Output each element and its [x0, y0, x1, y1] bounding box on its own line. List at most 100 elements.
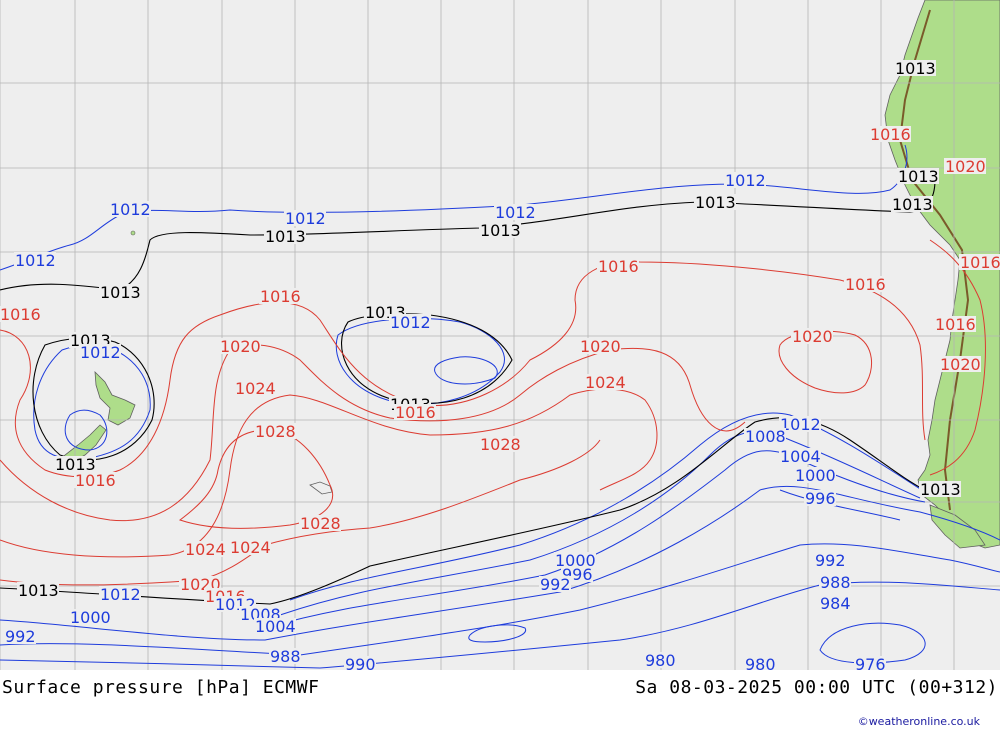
isobar-label-background [479, 222, 521, 238]
sea-background [0, 0, 1000, 670]
isobar-label-background [694, 194, 736, 210]
isobar-label-red: 1016 [598, 257, 639, 276]
map-title: Surface pressure [hPa] ECMWF [2, 677, 320, 698]
isobar-label-background [579, 338, 621, 354]
isobar-label-blue: 1000 [555, 551, 596, 570]
isobar-label-red: 1028 [300, 514, 341, 533]
isobar-label-blue: 988 [270, 647, 301, 666]
isobar-label-blue: 984 [820, 594, 851, 613]
isobar-label-red: 1020 [940, 355, 981, 374]
isobar-label-background [234, 380, 276, 396]
isobar-label-black: 1013 [892, 195, 933, 214]
isobar-label-background [479, 436, 521, 452]
isobar-label-red: 1016 [960, 253, 1000, 272]
isobar-label-red: 1024 [235, 379, 276, 398]
isobar-label-background [54, 456, 96, 472]
island [309, 481, 333, 495]
isobar-label-red: 1016 [260, 287, 301, 306]
isobar-label-blue: 1012 [285, 209, 326, 228]
isobar-label-background [389, 314, 431, 330]
isobar-label-background [17, 582, 59, 598]
isobar-label-background [79, 344, 121, 360]
isobar-label-background [779, 416, 821, 432]
isobar-label-background [264, 228, 306, 244]
isobar-label-background [539, 576, 571, 592]
isobar-label-background [99, 284, 141, 300]
isobar-label-red: 1020 [580, 337, 621, 356]
isobar-label-black: 1013 [480, 221, 521, 240]
isobar-label-red: 1020 [792, 327, 833, 346]
isobar-label-background [819, 595, 851, 611]
isobar-label-background [744, 656, 776, 670]
isobar-label-background [894, 60, 936, 76]
land-tierra-del-fuego [929, 504, 986, 549]
isobars-red [0, 239, 986, 586]
isobar-label-blue: 980 [745, 655, 776, 670]
weather-map: 1013 1013 1013 1013 1013 1013 1013 1013 1013 1013… [0, 0, 1000, 670]
isobar-label-background [791, 328, 833, 344]
isobar-label-background [939, 356, 981, 372]
isobar-label-blue: 988 [820, 573, 851, 592]
isobar-label-blue: 980 [645, 651, 676, 670]
isobar-label-background [724, 172, 766, 188]
isobar-label-blue: 996 [805, 489, 836, 508]
isobar-label-background [394, 404, 436, 420]
isobar-label-background [219, 338, 261, 354]
isobar-label-red: 1016 [935, 315, 976, 334]
isobar-label-background [934, 316, 976, 332]
isobar-label-blue: 1012 [390, 313, 431, 332]
isobar-label-background [269, 648, 301, 664]
isobar-label-background [854, 656, 886, 670]
isobar-label-red: 1024 [585, 373, 626, 392]
isobar-label-blue: 976 [855, 655, 886, 670]
isobar-label-background [584, 374, 626, 390]
isobar-label-blue: 1012 [780, 415, 821, 434]
isobar-label-background [794, 467, 836, 483]
isobar-label-background [844, 276, 886, 292]
isobar-label-blue: 1012 [100, 585, 141, 604]
isobar-label-red: 1024 [185, 540, 226, 559]
isobar-label-background [0, 306, 41, 322]
isobar-label-blue: 992 [540, 575, 571, 594]
isobar-label-background [554, 552, 596, 568]
isobar-label-blue: 990 [345, 655, 376, 670]
isobar-label-background [14, 252, 56, 268]
andes-ridge [898, 9, 970, 511]
isobar-label-background [959, 254, 1000, 270]
island [130, 230, 136, 236]
isobar-label-background [4, 628, 36, 644]
isobar-label-background [254, 423, 296, 439]
isobar-label-background [69, 609, 111, 625]
isobar-label-blue: 992 [5, 627, 36, 646]
isobar-label-background [344, 656, 376, 670]
isobar-label-blue: 1012 [110, 200, 151, 219]
isobar-label-background [919, 481, 961, 497]
isobar-label-background [819, 574, 851, 590]
isobar-label-red: 1016 [0, 305, 41, 324]
isobar-label-blue: 1012 [80, 343, 121, 362]
isobar-label-background [644, 652, 676, 668]
isobar-label-background [779, 448, 821, 464]
isobar-label-black: 1013 [895, 59, 936, 78]
isobar-label-red: 1016 [395, 403, 436, 422]
credit-link[interactable]: ©weatheronline.co.uk [857, 715, 980, 728]
isobar-label-blue: 1008 [745, 427, 786, 446]
isobar-label-blue: 1012 [15, 251, 56, 270]
isobar-label-background [284, 210, 326, 226]
isobar-label-background [254, 618, 296, 634]
isobar-label-background [744, 428, 786, 444]
map-datetime: Sa 08-03-2025 00:00 UTC (00+312) [635, 677, 998, 698]
isobar-label-background [944, 158, 986, 174]
isobar-label-background [804, 490, 836, 506]
isobar-label-blue: 1000 [70, 608, 111, 627]
isobar-label-background [814, 552, 846, 568]
isobar-label-background [897, 168, 939, 184]
isobar-label-blue: 1004 [255, 617, 296, 636]
isobar-label-background [299, 515, 341, 531]
isobar-label-background [74, 472, 116, 488]
isobar-label-black: 1013 [265, 227, 306, 246]
isobar-label-red: 1016 [75, 471, 116, 490]
isobar-label-background [494, 204, 536, 220]
isobar-label-blue: 1012 [495, 203, 536, 222]
isobar-label-background [184, 541, 226, 557]
